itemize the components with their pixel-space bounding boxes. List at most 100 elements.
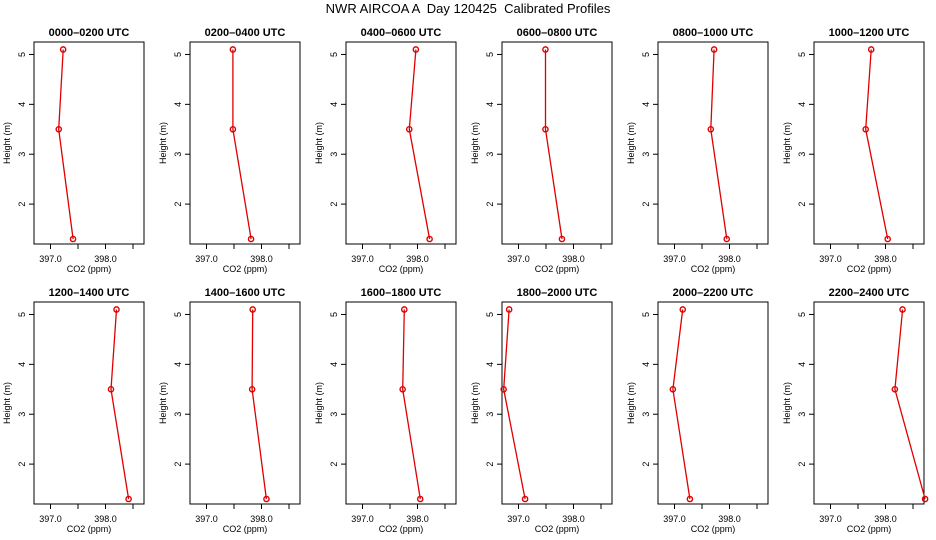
plot-frame	[189, 41, 301, 245]
panel-title: 1200–1400 UTC	[49, 287, 130, 299]
data-point	[558, 235, 566, 243]
x-tick-label: 397.0	[39, 514, 62, 524]
x-axis-label: CO2 (ppm)	[847, 264, 892, 274]
x-tick-label: 398.0	[718, 514, 741, 524]
data-point	[542, 46, 549, 53]
y-tick-label: 5	[797, 312, 807, 317]
y-tick-label: 3	[641, 152, 651, 157]
panel-title: 2200–2400 UTC	[829, 287, 910, 299]
y-axis-label: Height (m)	[158, 382, 168, 424]
data-point	[247, 235, 255, 243]
x-tick-label: 397.0	[351, 254, 374, 264]
y-tick-label: 4	[17, 362, 27, 367]
x-tick-label: 397.0	[663, 254, 686, 264]
data-point	[707, 125, 715, 133]
x-tick-label: 397.0	[819, 254, 842, 264]
data-point	[899, 306, 906, 313]
data-point	[686, 495, 694, 503]
y-tick-label: 5	[485, 52, 495, 57]
data-point	[921, 495, 929, 503]
data-point	[59, 46, 67, 53]
y-tick-label: 5	[485, 312, 495, 317]
x-tick-label: 397.0	[819, 514, 842, 524]
y-tick-label: 3	[485, 152, 495, 157]
data-point	[263, 495, 270, 503]
x-tick-label: 397.0	[195, 254, 218, 264]
x-tick-label: 397.0	[39, 254, 62, 264]
panel-title: 0600–0800 UTC	[517, 27, 598, 39]
x-tick-label: 397.0	[195, 514, 218, 524]
y-tick-label: 4	[485, 362, 495, 367]
data-point	[249, 306, 256, 313]
y-axis-label: Height (m)	[158, 122, 168, 164]
y-tick-label: 2	[329, 462, 339, 467]
data-point	[521, 495, 529, 503]
x-tick-label: 398.0	[562, 254, 585, 264]
y-tick-label: 2	[797, 462, 807, 467]
y-tick-label: 4	[329, 102, 339, 107]
panel-title: 0800–1000 UTC	[673, 27, 754, 39]
y-axis-label: Height (m)	[782, 122, 792, 164]
series-line	[232, 49, 252, 240]
x-tick-label: 397.0	[351, 514, 374, 524]
data-point	[416, 495, 424, 503]
x-tick-label: 398.0	[874, 254, 897, 264]
y-tick-label: 5	[17, 52, 27, 57]
series-line	[894, 309, 926, 500]
x-axis-label: CO2 (ppm)	[379, 524, 424, 534]
panel-title: 1800–2000 UTC	[517, 287, 598, 299]
y-tick-label: 3	[797, 152, 807, 157]
y-tick-label: 4	[173, 102, 183, 107]
plot-frame	[345, 301, 457, 505]
data-point	[862, 125, 870, 133]
data-point	[884, 235, 892, 243]
data-point	[229, 46, 237, 53]
x-axis-label: CO2 (ppm)	[847, 524, 892, 534]
data-point	[505, 306, 513, 313]
x-axis-label: CO2 (ppm)	[691, 524, 736, 534]
y-tick-label: 2	[485, 202, 495, 207]
y-tick-label: 2	[485, 462, 495, 467]
y-axis-label: Height (m)	[470, 382, 480, 424]
figure-title: NWR AIRCOA A Day 120425 Calibrated Profi…	[325, 1, 611, 16]
y-tick-label: 2	[17, 202, 27, 207]
series-line	[110, 309, 130, 500]
x-tick-label: 397.0	[663, 514, 686, 524]
x-axis-label: CO2 (ppm)	[223, 264, 268, 274]
data-point	[426, 235, 433, 243]
y-tick-label: 2	[173, 202, 183, 207]
y-tick-label: 4	[797, 362, 807, 367]
data-point	[710, 46, 718, 53]
x-tick-label: 398.0	[874, 514, 897, 524]
y-tick-label: 5	[173, 312, 183, 317]
panel-title: 1400–1600 UTC	[205, 287, 286, 299]
y-axis-label: Height (m)	[2, 122, 12, 164]
y-axis-label: Height (m)	[470, 122, 480, 164]
data-point	[113, 306, 120, 313]
y-tick-label: 2	[17, 462, 27, 467]
y-tick-label: 5	[173, 52, 183, 57]
data-point	[69, 235, 77, 243]
plot-frame	[501, 41, 613, 245]
data-point	[248, 385, 256, 393]
panel-title: 0200–0400 UTC	[205, 27, 286, 39]
y-axis-label: Height (m)	[314, 382, 324, 424]
series-line	[503, 309, 526, 500]
data-point	[412, 46, 420, 53]
x-tick-label: 398.0	[250, 514, 273, 524]
data-point	[669, 385, 677, 393]
plot-frame	[33, 41, 145, 245]
data-point	[405, 125, 413, 133]
plot-frame	[33, 301, 145, 505]
data-point	[399, 385, 406, 393]
y-tick-label: 3	[797, 412, 807, 417]
